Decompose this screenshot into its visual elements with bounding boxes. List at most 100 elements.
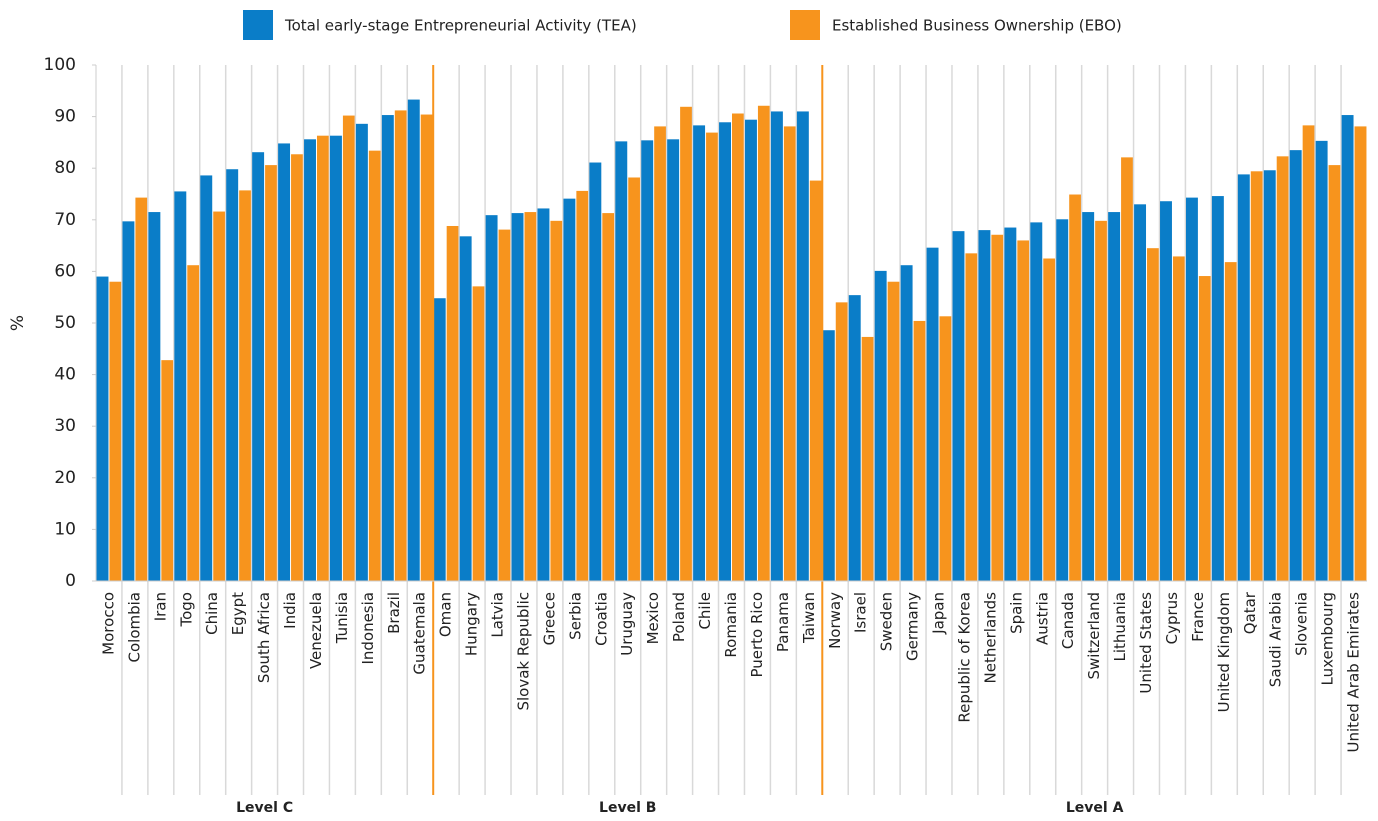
- bar: [1017, 240, 1030, 581]
- x-tick-label: Japan: [930, 592, 948, 635]
- bar: [770, 111, 783, 581]
- x-tick-label: Austria: [1033, 592, 1051, 645]
- bar: [809, 180, 822, 582]
- bar: [226, 169, 239, 581]
- x-tick-label: Uruguay: [618, 592, 636, 656]
- bar: [835, 302, 848, 581]
- x-tick-label: Colombia: [125, 592, 143, 663]
- bar: [1263, 170, 1276, 581]
- bar: [602, 213, 615, 582]
- bar: [109, 281, 122, 581]
- y-tick-label: 0: [65, 571, 76, 591]
- bar: [459, 236, 472, 581]
- bar: [407, 99, 420, 582]
- bar: [939, 316, 952, 581]
- bar: [641, 140, 654, 581]
- bar: [615, 141, 628, 582]
- x-tick-label: Guatemala: [411, 592, 429, 675]
- y-tick-label: 60: [54, 261, 76, 281]
- bar: [952, 231, 965, 582]
- x-tick-label: Indonesia: [359, 592, 377, 665]
- bar: [1237, 174, 1250, 581]
- bar: [394, 110, 407, 582]
- x-tick-label: Egypt: [229, 592, 247, 635]
- x-tick-label: Slovak Republic: [514, 592, 532, 711]
- bar: [1250, 171, 1263, 581]
- x-tick-label: United Kingdom: [1215, 592, 1233, 712]
- bar: [498, 229, 511, 581]
- x-tick-label: Norway: [826, 592, 844, 649]
- y-tick-label: 10: [54, 519, 76, 539]
- bar: [96, 276, 109, 581]
- x-tick-label: France: [1189, 592, 1207, 642]
- bar: [680, 106, 693, 582]
- x-tick-label: Croatia: [592, 592, 610, 646]
- bar: [433, 298, 446, 581]
- x-tick-label: Togo: [177, 592, 195, 628]
- bar: [822, 330, 835, 581]
- bar: [848, 295, 861, 581]
- y-tick-label: 90: [54, 107, 76, 127]
- legend-label: Total early-stage Entrepreneurial Activi…: [284, 17, 637, 35]
- x-tick-label: Greece: [540, 592, 558, 645]
- bar: [965, 253, 978, 581]
- bar: [342, 115, 355, 582]
- bar: [278, 143, 291, 581]
- bar: [1095, 220, 1108, 581]
- bar: [148, 212, 161, 581]
- y-tick-label: 20: [54, 468, 76, 488]
- x-tick-label: Morocco: [99, 592, 117, 655]
- bar: [1069, 194, 1082, 582]
- x-tick-label: Netherlands: [981, 592, 999, 684]
- bar: [1030, 222, 1043, 581]
- bar: [667, 139, 680, 581]
- bar: [135, 197, 148, 581]
- bar: [563, 198, 576, 582]
- bar: [628, 177, 641, 581]
- y-tick-label: 40: [54, 365, 76, 385]
- y-tick-label: 50: [54, 313, 76, 333]
- bar: [1056, 219, 1069, 581]
- x-tick-label: Serbia: [566, 592, 584, 640]
- x-tick-label: Romania: [722, 592, 740, 658]
- x-tick-label: Chile: [696, 592, 714, 630]
- bar: [926, 247, 939, 581]
- bar: [174, 191, 187, 582]
- bar: [381, 115, 394, 581]
- bar: [991, 234, 1004, 581]
- bar: [913, 320, 926, 581]
- group-label: Level B: [599, 800, 656, 816]
- bar: [757, 105, 770, 581]
- bar: [291, 154, 303, 581]
- x-tick-label: China: [203, 592, 221, 635]
- bar: [1121, 157, 1134, 581]
- group-label: Level C: [236, 800, 293, 816]
- bar: [537, 208, 550, 581]
- bar: [1004, 227, 1017, 582]
- bar: [1211, 196, 1224, 581]
- x-tick-label: Puerto Rico: [748, 592, 766, 678]
- x-tick-label: Spain: [1007, 592, 1025, 634]
- bar: [874, 270, 887, 581]
- bar: [550, 220, 563, 581]
- x-tick-label: India: [281, 592, 299, 629]
- bar: [732, 113, 744, 581]
- bar: [1172, 256, 1185, 581]
- x-tick-label: Cyprus: [1163, 592, 1181, 645]
- bar: [1160, 201, 1172, 581]
- bar: [1198, 276, 1211, 581]
- x-tick-label: South Africa: [255, 592, 273, 683]
- bar: [1043, 258, 1056, 581]
- bar: [1082, 212, 1095, 581]
- bar: [420, 114, 433, 581]
- bar: [187, 265, 200, 581]
- y-axis-label: %: [8, 315, 28, 331]
- x-tick-label: Canada: [1059, 592, 1077, 649]
- x-tick-label: Israel: [852, 592, 870, 633]
- bar: [304, 139, 316, 581]
- bar: [329, 135, 342, 581]
- bar: [887, 281, 900, 581]
- bar: [485, 215, 498, 581]
- bar: [589, 162, 602, 582]
